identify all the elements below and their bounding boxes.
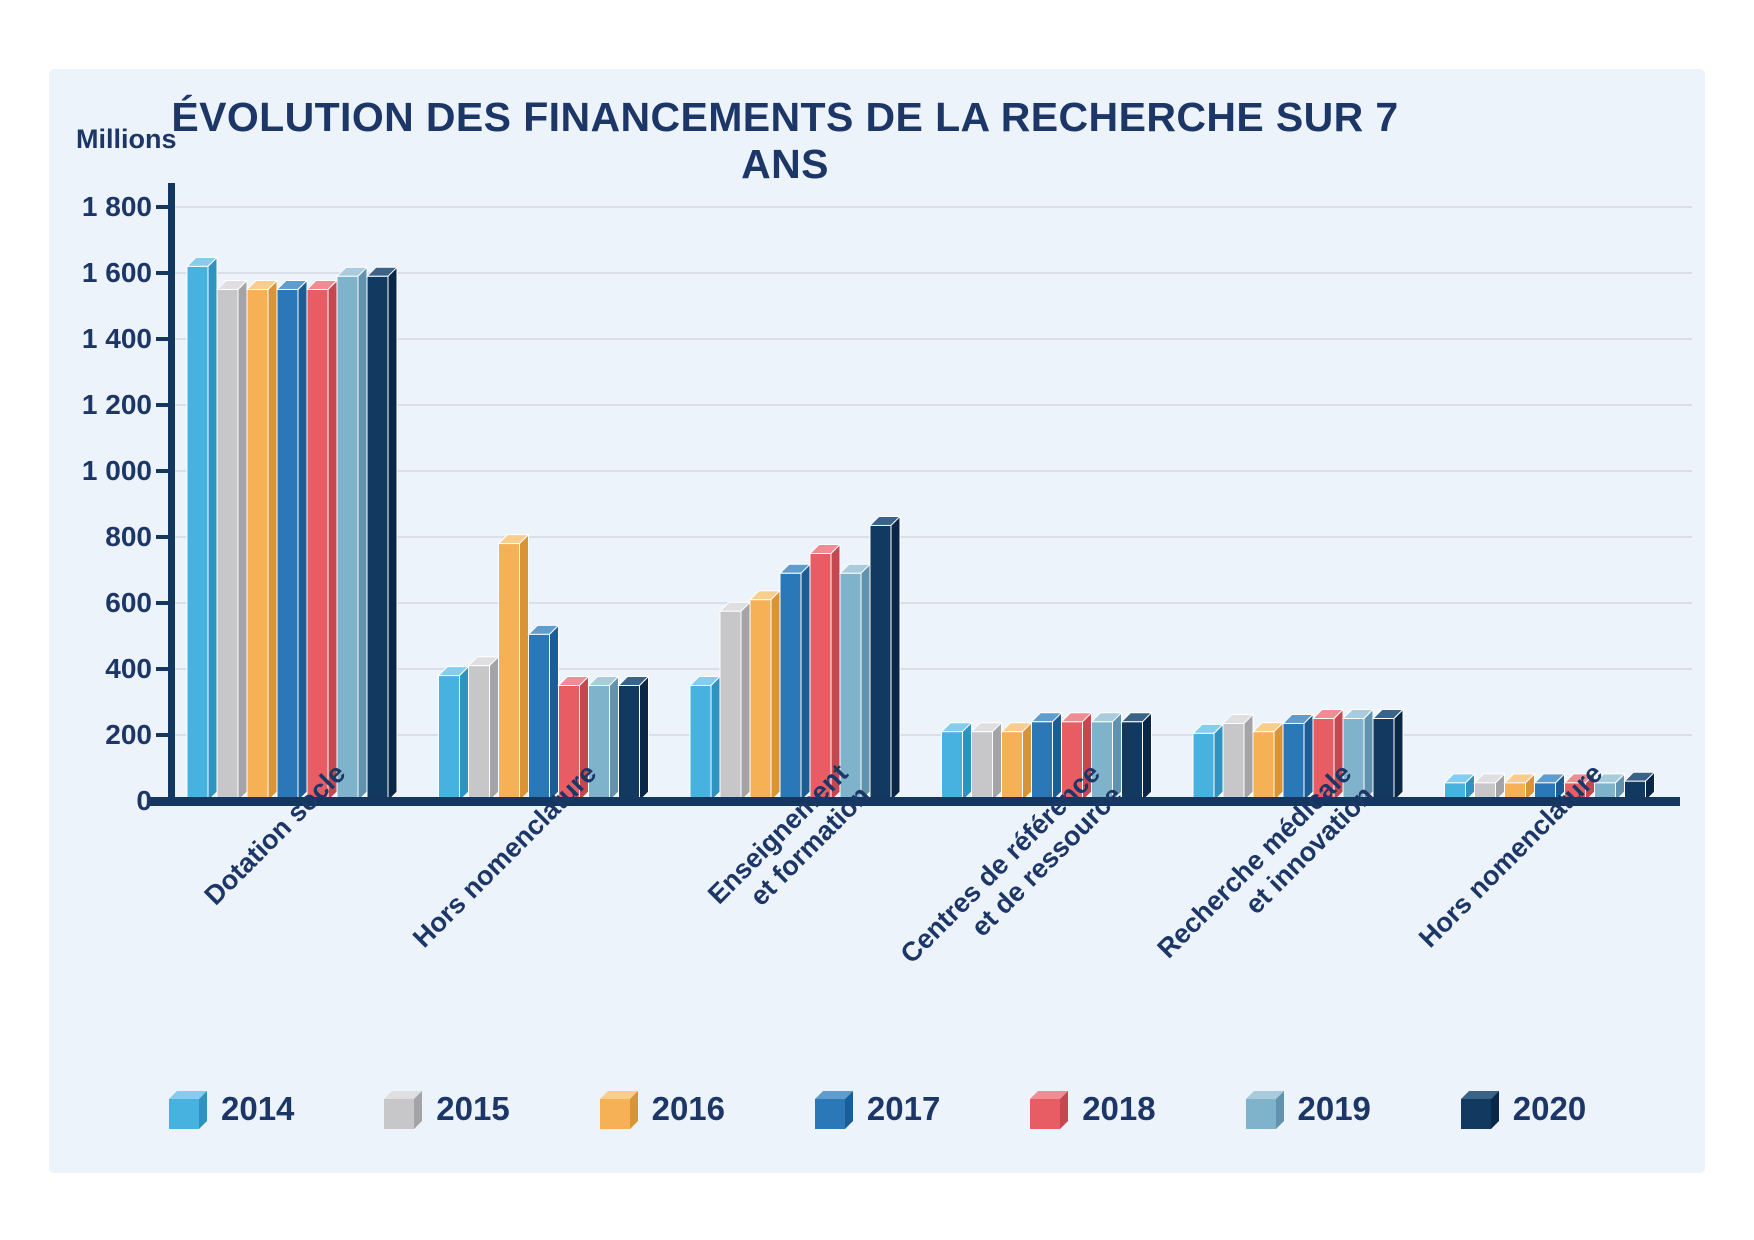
bar-side-2014: [962, 721, 972, 803]
legend-year-label: 2016: [651, 1090, 726, 1127]
bar-2017: [1031, 721, 1053, 802]
bar-side-2016: [519, 533, 529, 803]
bar-side-2015: [489, 655, 499, 803]
legend-item-2014: 2014: [169, 1086, 294, 1132]
y-tick-label: 1 400: [81, 323, 152, 354]
bar-side-2014: [1213, 723, 1224, 803]
bar-2019: [336, 275, 359, 802]
bar-side-2016: [1022, 721, 1032, 803]
bar-2015: [216, 289, 239, 802]
legend-color-swatch: [384, 1098, 415, 1129]
bar-side-2015: [1243, 713, 1254, 803]
bar-side-2015: [992, 721, 1002, 803]
bar-side-2019: [609, 675, 619, 803]
y-axis-unit-label: Millions: [76, 124, 177, 154]
bar-2016: [1252, 731, 1275, 802]
bar-2016: [1001, 731, 1023, 802]
bar-2014: [941, 731, 963, 802]
bar-2019: [839, 572, 862, 802]
bar-2016: [749, 599, 772, 802]
bar-side-2019: [860, 563, 871, 803]
legend-color-swatch: [1245, 1098, 1276, 1129]
legend-item-2019: 2019: [1245, 1086, 1371, 1132]
bar-side-2017: [549, 624, 559, 803]
y-tick-label: 1 200: [81, 389, 152, 420]
bar-side-2015: [237, 279, 248, 803]
bar-side-2020: [890, 515, 901, 803]
bar-2020: [1372, 718, 1395, 802]
bar-2015: [719, 610, 742, 802]
bar-side-2017: [800, 563, 811, 803]
bar-2020: [366, 275, 389, 802]
bar-side-2014: [459, 665, 469, 803]
bar-2017: [276, 289, 299, 802]
bar-2015: [468, 665, 490, 802]
legend-item-2017: 2017: [814, 1086, 941, 1132]
x-axis-line: [148, 797, 1680, 806]
bar-side-2020: [387, 266, 398, 803]
y-tick-label: 1 800: [81, 191, 152, 222]
bar-2017: [779, 572, 802, 802]
bar-2014: [689, 685, 712, 802]
y-tick-label: 400: [105, 653, 152, 684]
bar-2018: [306, 289, 329, 802]
bar-side-2015: [740, 601, 751, 803]
bar-2014: [438, 675, 460, 802]
bar-side-2016: [267, 279, 278, 803]
bar-2015: [1222, 722, 1245, 802]
legend-item-2016: 2016: [599, 1086, 726, 1132]
legend-year-label: 2019: [1297, 1090, 1371, 1127]
bar-2014: [1192, 732, 1215, 802]
y-tick-label: 1 600: [81, 257, 152, 288]
bar-2017: [528, 633, 550, 802]
y-tick-label: 1 000: [81, 455, 152, 486]
bar-2017: [1282, 722, 1305, 802]
bar-2015: [971, 731, 993, 802]
legend-year-label: 2015: [436, 1090, 510, 1127]
bar-side-2020: [1393, 708, 1404, 803]
legend-item-2018: 2018: [1030, 1086, 1156, 1132]
y-tick-label: 600: [105, 587, 152, 618]
legend-year-label: 2020: [1512, 1090, 1587, 1127]
bar-side-2014: [207, 256, 218, 803]
legend-year-label: 2018: [1082, 1090, 1156, 1127]
legend-color-swatch: [1030, 1098, 1061, 1129]
y-tick-label: 800: [105, 521, 152, 552]
y-tick-label: 200: [105, 719, 152, 750]
legend-color-swatch: [814, 1098, 845, 1129]
bar-side-2016: [1273, 721, 1284, 803]
y-tick-label: 0: [136, 785, 152, 816]
bar-2016: [498, 543, 520, 802]
chart-title: ÉVOLUTION DES FINANCEMENTS DE LA RECHERC…: [171, 94, 1399, 187]
legend-year-label: 2017: [866, 1090, 941, 1127]
legend-color-swatch: [599, 1098, 630, 1129]
y-axis-line: [168, 183, 175, 806]
bar-2020: [1121, 721, 1143, 802]
bar-side-2020: [1142, 711, 1152, 803]
legend-item-2020: 2020: [1460, 1086, 1587, 1132]
legend-color-swatch: [1460, 1098, 1491, 1129]
bar-2020: [869, 524, 892, 802]
legend-color-swatch: [169, 1098, 199, 1129]
bar-side-2016: [770, 589, 781, 803]
bar-side-2014: [710, 675, 721, 803]
bar-2016: [246, 289, 269, 802]
legend-item-2015: 2015: [384, 1086, 510, 1132]
legend-year-label: 2014: [221, 1090, 295, 1127]
bar-2020: [618, 685, 640, 802]
bar-side-2019: [357, 266, 368, 803]
bar-side-2018: [327, 279, 338, 803]
bar-2014: [186, 265, 209, 802]
bar-side-2020: [639, 675, 649, 803]
bar-side-2017: [297, 279, 308, 803]
